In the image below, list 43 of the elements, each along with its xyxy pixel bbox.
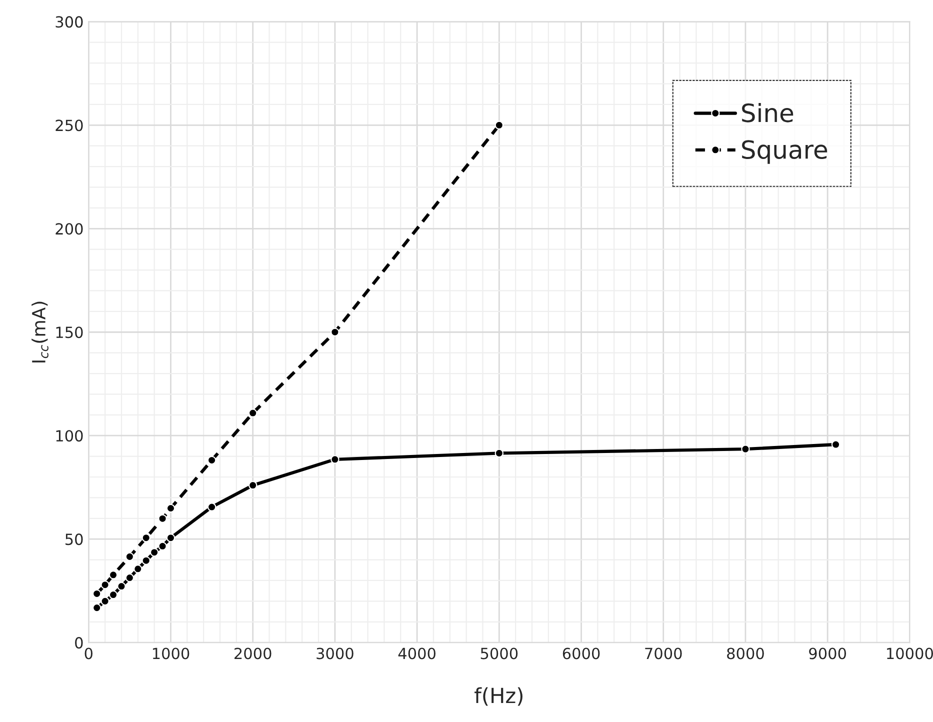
y-tick-label: 0	[75, 637, 83, 649]
point	[100, 580, 110, 590]
point	[150, 548, 159, 557]
x-tick-label: 6000	[562, 648, 600, 660]
y-tick-label: 150	[56, 326, 83, 338]
legend-label: Sine	[742, 102, 794, 122]
point	[248, 480, 258, 490]
x-tick-label: 7000	[645, 648, 682, 660]
x-tick-label: 4000	[398, 648, 436, 660]
point	[494, 448, 504, 458]
x-tick-label: 9000	[809, 648, 846, 660]
point	[158, 514, 167, 523]
point	[166, 504, 176, 513]
y-axis-title: I$_{cc}$(mA)	[32, 302, 48, 362]
point	[108, 590, 118, 600]
y-tick-label: 200	[56, 223, 83, 235]
point	[125, 573, 134, 582]
x-tick-label: 5000	[480, 648, 518, 660]
y-tick-label: 100	[56, 430, 83, 442]
x-tick-label: 1000	[152, 648, 190, 660]
x-tick-label: 3000	[316, 648, 354, 660]
point	[330, 455, 340, 464]
x-tick-label: 8000	[727, 648, 764, 660]
x-tick-label: 10000	[887, 648, 933, 660]
x-axis-title: f(Hz)	[474, 687, 522, 706]
point	[117, 582, 126, 591]
y-tick-label: 300	[56, 16, 83, 28]
y-tick-label: 250	[56, 120, 83, 132]
point	[741, 444, 750, 454]
point	[100, 596, 110, 606]
point	[494, 120, 504, 130]
x-tick-label: 0	[84, 648, 92, 660]
point	[134, 564, 142, 574]
x-tick-label: 2000	[234, 648, 272, 660]
point	[125, 552, 134, 562]
legend-label: Square	[742, 140, 828, 164]
point	[330, 328, 340, 336]
point	[248, 408, 258, 418]
point	[207, 502, 216, 512]
y-tick-label: 50	[66, 534, 83, 546]
point	[158, 542, 167, 551]
point	[166, 533, 176, 542]
point	[142, 556, 150, 565]
